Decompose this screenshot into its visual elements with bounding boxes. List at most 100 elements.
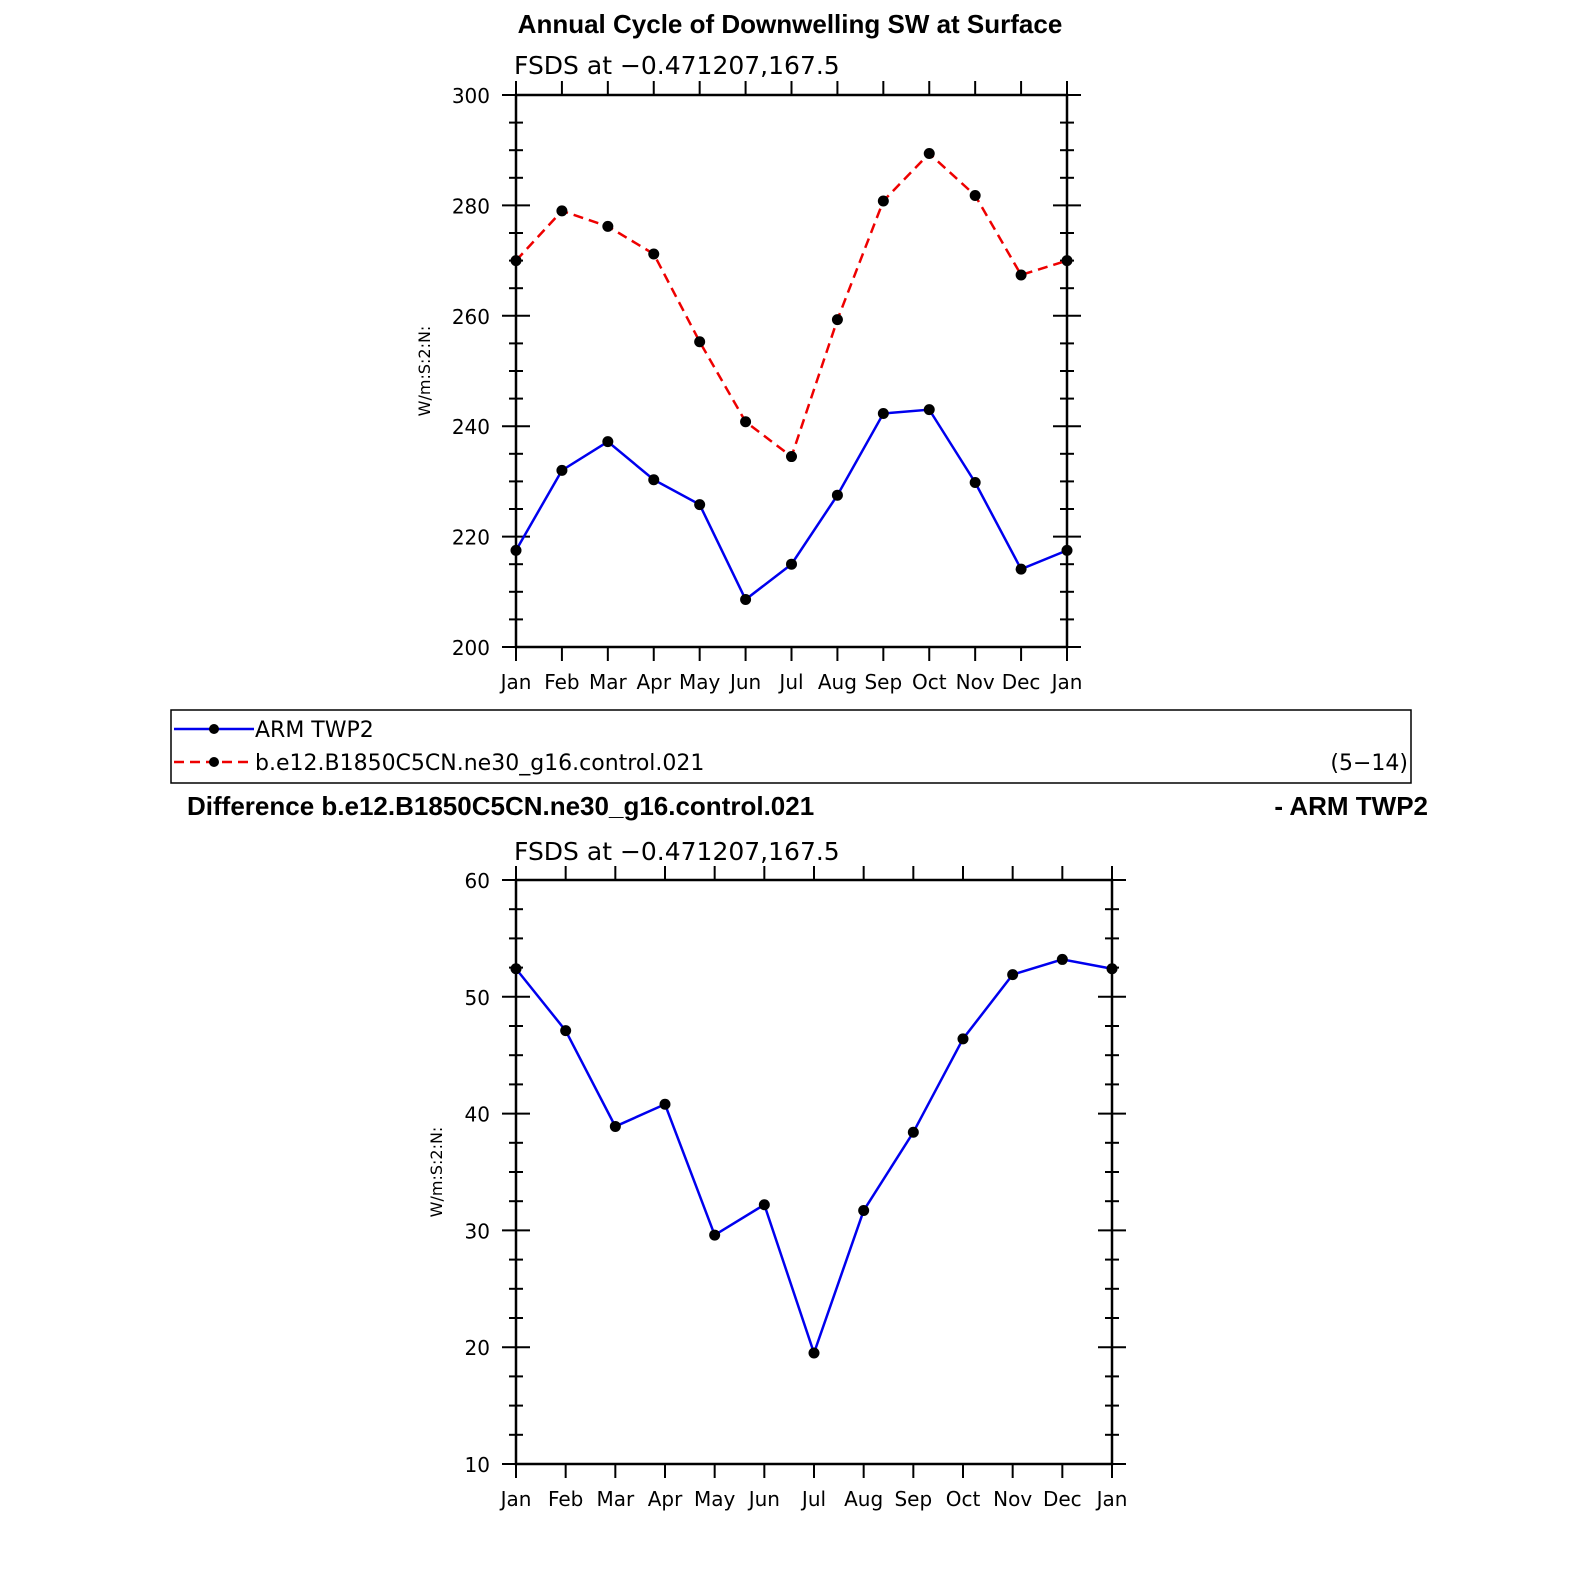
data-point (923, 148, 935, 160)
data-point (957, 1033, 969, 1045)
series-line (515, 958, 1113, 1357)
data-point (510, 255, 522, 267)
y-tick-label: 280 (452, 194, 490, 218)
y-tick-label: 10 (465, 1453, 490, 1477)
x-tick-label: Oct (946, 1487, 981, 1511)
x-tick-label: Sep (864, 670, 902, 694)
x-tick-label: Jan (1095, 1487, 1128, 1511)
x-tick-label: Jul (777, 670, 803, 694)
bottom-chart: 10 20 30 40 50 60 Jan Feb Mar Apr May Jun Jul Aug Sep O… (427, 866, 1127, 1511)
data-point (1106, 963, 1118, 975)
plot-frame (514, 878, 1114, 1466)
data-point (808, 1347, 820, 1359)
x-tick-label: Jul (800, 1487, 826, 1511)
data-point (510, 963, 522, 975)
y-tick-label: 260 (452, 305, 490, 329)
y-axis-label: W/m:S:2:N: (415, 326, 434, 417)
x-tick-label: Dec (1002, 670, 1041, 694)
top-chart-subtitle: FSDS at −0.471207,167.5 (514, 51, 840, 80)
data-point (907, 1126, 919, 1138)
legend-box (170, 709, 1412, 784)
x-tick-label: Apr (636, 670, 671, 694)
x-tick-label: Aug (818, 670, 857, 694)
bottom-chart-subtitle: FSDS at −0.471207,167.5 (514, 837, 840, 866)
bottom-chart-title-right: - ARM TWP2 (1274, 791, 1428, 821)
x-tick-label: Aug (844, 1487, 883, 1511)
series-line (515, 151, 1068, 459)
y-tick-label: 300 (452, 84, 490, 108)
data-point (709, 1229, 721, 1241)
data-point (556, 205, 568, 217)
data-point (1015, 269, 1027, 281)
top-chart-title: Annual Cycle of Downwelling SW at Surfac… (518, 9, 1063, 39)
data-point (877, 408, 889, 420)
x-tick-label: Apr (648, 1487, 683, 1511)
x-tick-label: Jun (747, 1487, 780, 1511)
x-tick-label: Mar (596, 1487, 635, 1511)
data-point (758, 1199, 770, 1211)
data-point (786, 558, 797, 570)
data-point (786, 451, 797, 463)
legend-item-obs: ARM TWP2 (174, 718, 374, 743)
x-tick-label: Jan (499, 670, 532, 694)
x-tick-label: Oct (912, 670, 947, 694)
data-point (831, 489, 843, 501)
legend-item-model: b.e12.B1850C5CN.ne30_g16.control.021 (174, 751, 704, 776)
y-tick-label: 40 (465, 1103, 490, 1127)
y-tick-label: 20 (465, 1336, 490, 1360)
bottom-chart-title-left: Difference b.e12.B1850C5CN.ne30_g16.cont… (187, 791, 814, 821)
data-point (1061, 544, 1073, 556)
y-axis-label: W/m:S:2:N: (427, 1127, 446, 1218)
y-tick-label: 30 (465, 1219, 490, 1243)
data-point (609, 1120, 621, 1132)
legend-label-obs: ARM TWP2 (255, 718, 374, 743)
data-point (648, 474, 660, 486)
data-point (1015, 563, 1027, 575)
top-chart: 200 220 240 260 280 300 Jan Feb Mar Apr May Jun Jul A… (415, 81, 1082, 694)
x-tick-label: Jan (1050, 670, 1083, 694)
data-point (602, 436, 614, 448)
data-point (969, 189, 981, 201)
data-point (1007, 969, 1019, 981)
data-point (602, 220, 614, 232)
data-point (1056, 953, 1068, 965)
data-point (831, 314, 843, 326)
x-tick-label: Jan (499, 1487, 532, 1511)
data-point (556, 464, 568, 476)
legend-label-model: b.e12.B1850C5CN.ne30_g16.control.021 (255, 751, 704, 776)
legend-marker-obs (209, 724, 219, 734)
data-point (923, 404, 935, 416)
data-point (969, 477, 981, 489)
data-point (877, 195, 889, 207)
data-point (1061, 255, 1073, 267)
x-tick-label: Feb (548, 1487, 583, 1511)
x-tick-label: Mar (589, 670, 628, 694)
y-tick-label: 60 (465, 869, 490, 893)
y-tick-label: 50 (465, 986, 490, 1010)
y-tick-label: 240 (452, 415, 490, 439)
legend-marker-model (209, 757, 219, 767)
data-point (659, 1098, 671, 1110)
data-point (510, 544, 522, 556)
x-tick-label: May (679, 670, 721, 694)
data-point (740, 416, 752, 428)
x-tick-label: Jun (728, 670, 761, 694)
legend: ARM TWP2 b.e12.B1850C5CN.ne30_g16.contro… (170, 709, 1412, 784)
data-point (858, 1205, 870, 1217)
x-tick-label: Nov (956, 670, 995, 694)
series-line (514, 408, 1068, 602)
x-tick-label: Nov (993, 1487, 1032, 1511)
data-point (560, 1025, 572, 1037)
data-point (648, 248, 660, 260)
data-point (740, 594, 752, 606)
y-tick-label: 220 (452, 526, 490, 550)
x-tick-label: May (694, 1487, 736, 1511)
x-tick-label: Sep (894, 1487, 932, 1511)
data-point (694, 499, 706, 511)
x-tick-label: Dec (1043, 1487, 1082, 1511)
data-point (694, 336, 706, 348)
legend-years: (5−14) (1330, 751, 1408, 776)
x-tick-label: Feb (544, 670, 579, 694)
y-tick-label: 200 (452, 636, 490, 660)
